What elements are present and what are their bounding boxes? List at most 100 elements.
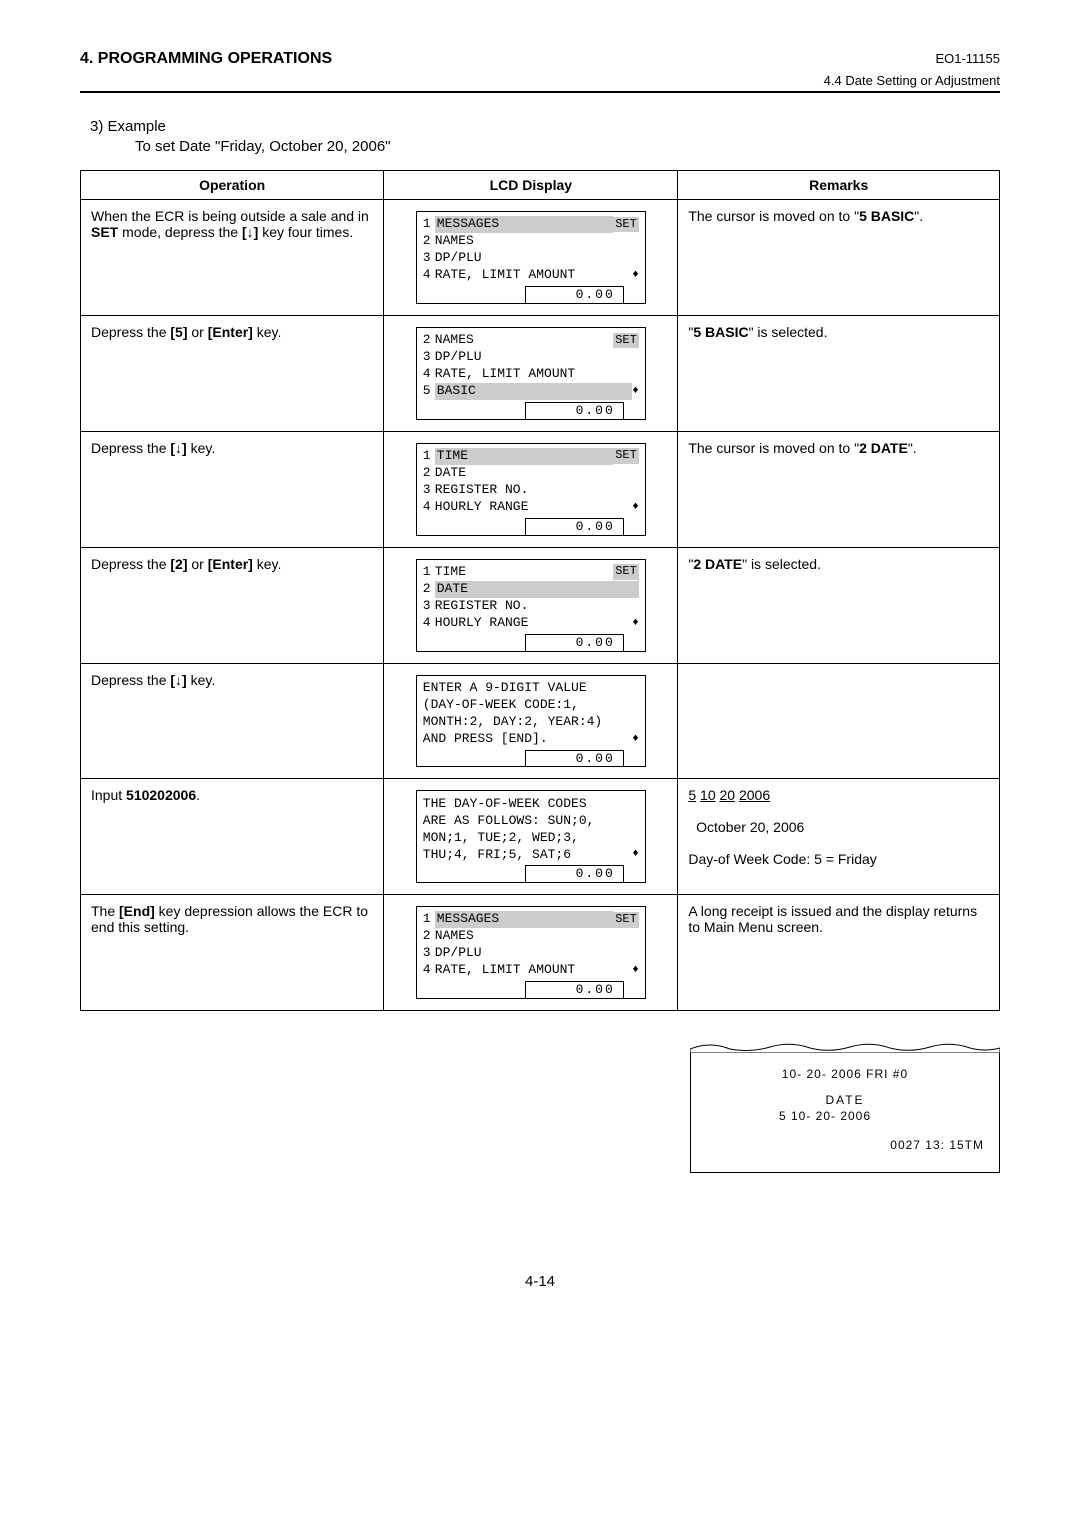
cell-remarks: "5 BASIC" is selected. bbox=[678, 315, 1000, 431]
cell-remarks: The cursor is moved on to "2 DATE". bbox=[678, 431, 1000, 547]
lcd-item-num: 3 bbox=[423, 349, 435, 366]
header-divider bbox=[80, 91, 1000, 93]
lcd-item-text: DATE bbox=[435, 465, 639, 482]
lcd-line: 3 DP/PLU bbox=[423, 945, 639, 962]
lcd-display: 1 MESSAGES SET 2 NAMES 3 DP/PLU 4 RATE, … bbox=[416, 906, 646, 999]
th-remarks: Remarks bbox=[678, 171, 1000, 200]
updown-icon: ♦ bbox=[632, 386, 639, 397]
lcd-item-text: BASIC bbox=[435, 383, 632, 400]
lcd-line: 5 BASIC ♦ bbox=[423, 383, 639, 400]
lcd-item-num: 2 bbox=[423, 928, 435, 945]
lcd-item-num: 4 bbox=[423, 499, 435, 516]
lcd-line: THE DAY-OF-WEEK CODES bbox=[423, 795, 639, 812]
lcd-msg-text: THU;4, FRI;5, SAT;6 bbox=[423, 847, 571, 864]
lcd-value-row: 0.00 bbox=[423, 518, 639, 536]
lcd-item-num: 3 bbox=[423, 598, 435, 615]
lcd-line: 4 RATE, LIMIT AMOUNT bbox=[423, 366, 639, 383]
lcd-item-text: HOURLY RANGE bbox=[435, 499, 632, 516]
cell-lcd: 1 MESSAGES SET 2 NAMES 3 DP/PLU 4 RATE, … bbox=[384, 200, 678, 316]
lcd-msg-text: MONTH:2, DAY:2, YEAR:4) bbox=[423, 714, 602, 731]
table-row: Depress the [2] or [Enter] key. 1 TIME S… bbox=[81, 547, 1000, 663]
example-number: 3) Example bbox=[90, 118, 1000, 135]
lcd-item-text: RATE, LIMIT AMOUNT bbox=[435, 366, 639, 383]
table-row: Input 510202006. THE DAY-OF-WEEK CODES A… bbox=[81, 779, 1000, 895]
lcd-line: 2 DATE bbox=[423, 465, 639, 482]
receipt-line-2: DATE bbox=[706, 1093, 984, 1107]
th-lcd: LCD Display bbox=[384, 171, 678, 200]
lcd-display: 1 TIME SET 2 DATE 3 REGISTER NO. 4 HOURL… bbox=[416, 559, 646, 652]
lcd-item-text: RATE, LIMIT AMOUNT bbox=[435, 267, 632, 284]
header-right: EO1-11155 bbox=[935, 51, 1000, 66]
lcd-item-text: HOURLY RANGE bbox=[435, 615, 632, 632]
lcd-line: 2 DATE bbox=[423, 581, 639, 598]
lcd-value-row: 0.00 bbox=[423, 286, 639, 304]
cell-operation: Depress the [↓] key. bbox=[81, 663, 384, 779]
instruction-table: Operation LCD Display Remarks When the E… bbox=[80, 170, 1000, 1011]
lcd-set-label: SET bbox=[613, 564, 639, 580]
lcd-item-text: TIME bbox=[435, 564, 613, 581]
lcd-item-num: 4 bbox=[423, 962, 435, 979]
cell-lcd: 1 TIME SET 2 DATE 3 REGISTER NO. 4 HOURL… bbox=[384, 547, 678, 663]
receipt-line-1: 10- 20- 2006 FRI #0 bbox=[706, 1067, 984, 1081]
page-number: 4-14 bbox=[80, 1273, 1000, 1290]
lcd-value: 0.00 bbox=[525, 286, 624, 304]
cell-lcd: 2 NAMES SET 3 DP/PLU 4 RATE, LIMIT AMOUN… bbox=[384, 315, 678, 431]
table-row: Depress the [↓] key. 1 TIME SET 2 DATE 3… bbox=[81, 431, 1000, 547]
lcd-line: MONTH:2, DAY:2, YEAR:4) bbox=[423, 714, 639, 731]
lcd-line: 2 NAMES bbox=[423, 928, 639, 945]
lcd-display: 1 TIME SET 2 DATE 3 REGISTER NO. 4 HOURL… bbox=[416, 443, 646, 536]
lcd-line: 1 MESSAGES SET bbox=[423, 911, 639, 928]
lcd-item-text: REGISTER NO. bbox=[435, 598, 639, 615]
lcd-value: 0.00 bbox=[525, 634, 624, 652]
lcd-item-num: 2 bbox=[423, 581, 435, 598]
page-header: 4. PROGRAMMING OPERATIONS EO1-11155 bbox=[80, 50, 1000, 68]
header-left: 4. PROGRAMMING OPERATIONS bbox=[80, 50, 332, 68]
cell-remarks: A long receipt is issued and the display… bbox=[678, 895, 1000, 1011]
lcd-line: 4 HOURLY RANGE ♦ bbox=[423, 615, 639, 632]
cell-operation: Input 510202006. bbox=[81, 779, 384, 895]
lcd-line: (DAY-OF-WEEK CODE:1, bbox=[423, 697, 639, 714]
cell-remarks: The cursor is moved on to "5 BASIC". bbox=[678, 200, 1000, 316]
cell-remarks bbox=[678, 663, 1000, 779]
lcd-set-label: SET bbox=[613, 217, 639, 233]
lcd-item-text: DATE bbox=[435, 581, 639, 598]
lcd-item-num: 5 bbox=[423, 383, 435, 400]
lcd-item-num: 1 bbox=[423, 448, 435, 465]
lcd-value-row: 0.00 bbox=[423, 865, 639, 883]
lcd-item-text: NAMES bbox=[435, 928, 639, 945]
lcd-item-text: DP/PLU bbox=[435, 349, 639, 366]
cell-operation: Depress the [2] or [Enter] key. bbox=[81, 547, 384, 663]
lcd-msg-text: MON;1, TUE;2, WED;3, bbox=[423, 830, 579, 847]
updown-icon: ♦ bbox=[632, 734, 639, 745]
receipt-container: 10- 20- 2006 FRI #0 DATE 5 10- 20- 2006 … bbox=[80, 1041, 1000, 1173]
lcd-msg-text: ENTER A 9-DIGIT VALUE bbox=[423, 680, 587, 697]
cell-remarks: 5 10 20 2006 October 20, 2006Day-of Week… bbox=[678, 779, 1000, 895]
lcd-msg-text: ARE AS FOLLOWS: SUN;0, bbox=[423, 813, 595, 830]
lcd-item-text: NAMES bbox=[435, 233, 639, 250]
lcd-value: 0.00 bbox=[525, 402, 624, 420]
lcd-item-num: 2 bbox=[423, 332, 435, 349]
lcd-item-text: MESSAGES bbox=[435, 911, 613, 928]
lcd-msg-text: THE DAY-OF-WEEK CODES bbox=[423, 796, 587, 813]
lcd-value-row: 0.00 bbox=[423, 634, 639, 652]
lcd-line: 1 TIME SET bbox=[423, 448, 639, 465]
lcd-msg-text: (DAY-OF-WEEK CODE:1, bbox=[423, 697, 579, 714]
lcd-line: 4 RATE, LIMIT AMOUNT ♦ bbox=[423, 962, 639, 979]
lcd-item-num: 3 bbox=[423, 482, 435, 499]
receipt-line-3: 5 10- 20- 2006 bbox=[666, 1109, 984, 1123]
lcd-value-row: 0.00 bbox=[423, 750, 639, 768]
lcd-line: 1 TIME SET bbox=[423, 564, 639, 581]
lcd-item-num: 1 bbox=[423, 564, 435, 581]
lcd-value-row: 0.00 bbox=[423, 981, 639, 999]
lcd-item-num: 2 bbox=[423, 233, 435, 250]
lcd-item-num: 3 bbox=[423, 250, 435, 267]
lcd-value: 0.00 bbox=[525, 865, 624, 883]
lcd-display: THE DAY-OF-WEEK CODES ARE AS FOLLOWS: SU… bbox=[416, 790, 646, 883]
lcd-line: THU;4, FRI;5, SAT;6 ♦ bbox=[423, 846, 639, 863]
lcd-value-row: 0.00 bbox=[423, 402, 639, 420]
lcd-item-text: RATE, LIMIT AMOUNT bbox=[435, 962, 632, 979]
lcd-item-num: 1 bbox=[423, 911, 435, 928]
lcd-item-text: DP/PLU bbox=[435, 945, 639, 962]
lcd-set-label: SET bbox=[613, 912, 639, 928]
lcd-value: 0.00 bbox=[525, 981, 624, 999]
